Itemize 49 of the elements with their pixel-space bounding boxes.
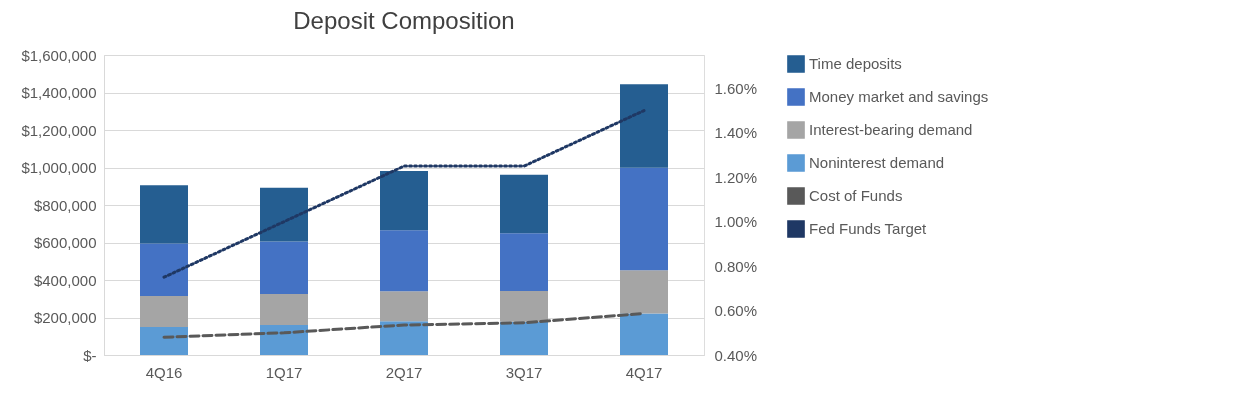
bar (620, 84, 668, 168)
bar (260, 187, 308, 242)
x-tick-label: 4Q16 (145, 363, 183, 381)
bar (500, 291, 548, 322)
y2-tick-label: 1.00% (714, 213, 758, 231)
legend-label: Cost of Funds (809, 187, 903, 204)
y-tick-label: $200,000 (33, 309, 97, 326)
x-tick-label: 4Q17 (625, 363, 663, 381)
y2-tick-label: 1.60% (714, 79, 758, 97)
bar (620, 270, 668, 314)
bar (620, 167, 668, 271)
y-tick-label: $800,000 (33, 196, 97, 214)
bar (380, 230, 428, 292)
bar (620, 313, 668, 355)
chart-title: Deposit Composition (293, 7, 515, 34)
legend-label: Interest-bearing demand (809, 121, 973, 138)
bar (260, 325, 308, 355)
bar (140, 295, 188, 327)
y2-tick-label: 0.60% (714, 302, 758, 320)
bar (140, 326, 188, 355)
y2-tick-label: 1.40% (714, 124, 758, 142)
y-tick-label: $1,000,000 (21, 159, 97, 176)
y-tick-label: $1,400,000 (21, 84, 97, 101)
bar (500, 174, 548, 234)
bar (500, 233, 548, 292)
y2-tick-label: 0.80% (714, 257, 758, 275)
x-tick-label: 1Q17 (265, 363, 303, 381)
y-tick-label: $- (83, 346, 97, 364)
bar (260, 241, 308, 295)
bar (380, 171, 428, 231)
line-series (162, 109, 646, 279)
bar (260, 294, 308, 325)
y-tick-label: $1,200,000 (21, 121, 97, 139)
legend-label: Money market and savings (809, 88, 989, 105)
x-tick-label: 2Q17 (385, 363, 423, 381)
bar (380, 321, 428, 355)
x-tick-label: 3Q17 (505, 363, 543, 381)
bar (500, 321, 548, 355)
y2-tick-label: 1.20% (714, 168, 758, 186)
bar (140, 185, 188, 244)
legend-label: Fed Funds Target (809, 220, 928, 237)
bar (380, 291, 428, 322)
bar (140, 243, 188, 296)
y-tick-label: $1,600,000 (21, 46, 97, 64)
y2-tick-label: 0.40% (714, 346, 758, 364)
legend-label: Noninterest demand (809, 154, 945, 171)
legend-label: Time deposits (809, 55, 902, 72)
y-tick-label: $600,000 (33, 234, 97, 251)
y-tick-label: $400,000 (33, 271, 97, 289)
